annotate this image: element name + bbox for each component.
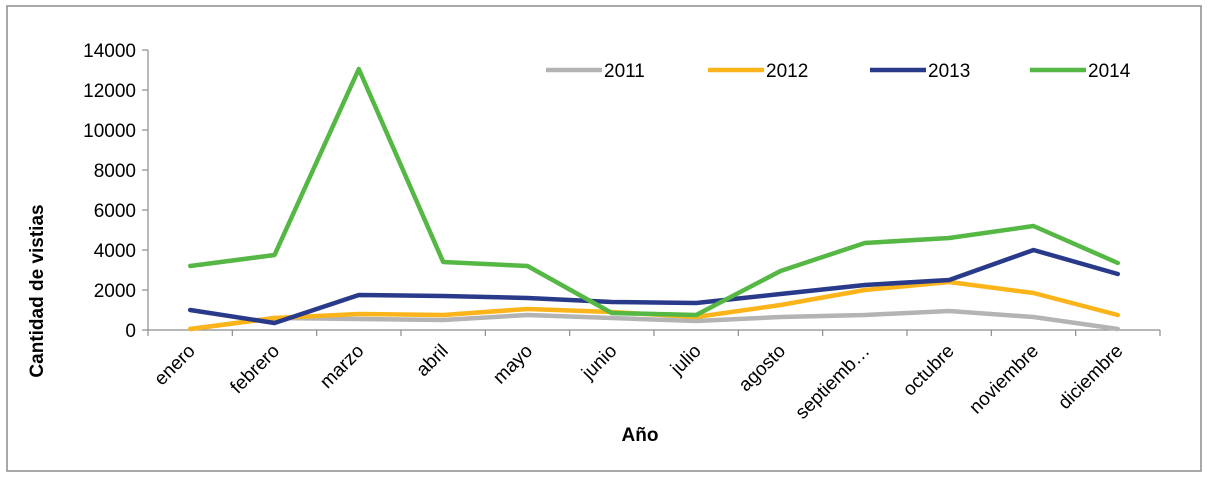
chart-border bbox=[6, 5, 1202, 472]
series-line-2013 bbox=[187, 247, 1121, 326]
x-axis-title: Año bbox=[622, 425, 659, 446]
y-tick-label: 2000 bbox=[94, 281, 136, 302]
legend-label-2011: 2011 bbox=[604, 61, 645, 82]
y-tick-label: 4000 bbox=[94, 241, 136, 262]
y-tick-label: 10000 bbox=[83, 121, 136, 142]
y-tick-label: 6000 bbox=[94, 201, 136, 222]
legend-label-2014: 2014 bbox=[1088, 61, 1131, 82]
series-line-2011 bbox=[187, 308, 1121, 332]
y-axis-title: Cantidad de vistias bbox=[27, 204, 48, 377]
legend-label-2013: 2013 bbox=[928, 61, 970, 82]
legend: 2011 2012 2013 2014 bbox=[546, 61, 1131, 82]
series-line-2014 bbox=[187, 66, 1121, 318]
y-tick-label: 12000 bbox=[83, 81, 136, 102]
y-tick-label: 8000 bbox=[94, 161, 136, 182]
legend-label-2012: 2012 bbox=[766, 61, 808, 82]
y-tick-label: 14000 bbox=[83, 41, 136, 62]
y-tick-label: 0 bbox=[125, 321, 136, 342]
series-lines bbox=[187, 66, 1121, 332]
